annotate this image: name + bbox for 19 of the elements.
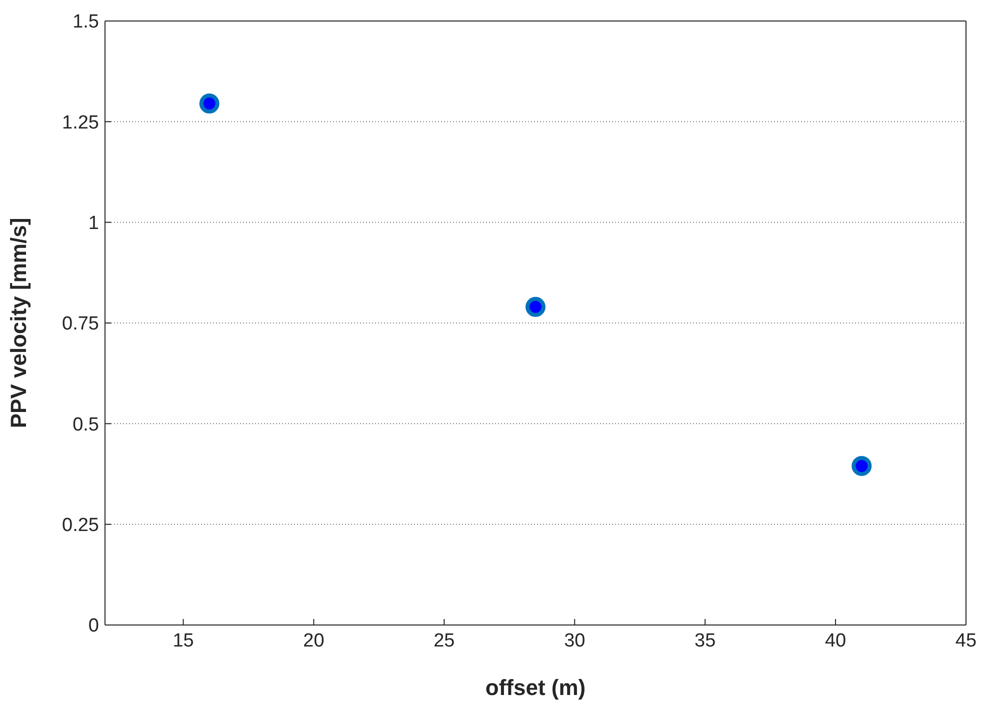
- y-axis-title: PPV velocity [mm/s]: [6, 218, 31, 428]
- x-tick-label: 20: [303, 630, 324, 652]
- x-tick-label: 35: [694, 630, 716, 652]
- point: [199, 94, 220, 114]
- y-tick-label: 0: [88, 616, 99, 637]
- y-tick-label: 1.5: [72, 12, 99, 33]
- y-tick-label: 0.25: [62, 515, 99, 536]
- point: [526, 296, 546, 317]
- y-tick-label: 1.25: [62, 112, 99, 134]
- x-tick-label: 25: [434, 630, 455, 652]
- x-tick-label: 30: [564, 630, 586, 652]
- y-tick-label: 0.5: [72, 414, 99, 436]
- x-tick-label: 40: [824, 630, 846, 652]
- y-tick-label: 0.75: [62, 314, 99, 335]
- y-tick-label: 1: [88, 213, 99, 234]
- x-tick-label: 15: [172, 630, 194, 652]
- x-tick-label: 45: [955, 630, 977, 652]
- x-axis-title: offset (m): [485, 675, 586, 700]
- point: [852, 456, 872, 476]
